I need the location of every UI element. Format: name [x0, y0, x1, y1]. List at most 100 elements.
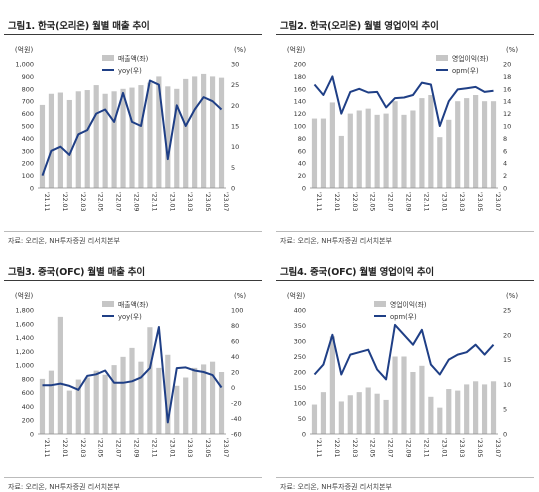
bar: [138, 85, 144, 188]
legend-line-label: yoy(우): [118, 67, 142, 75]
bar: [39, 378, 46, 434]
x-tick-label: '23.03: [458, 438, 465, 457]
bar: [192, 367, 198, 434]
bar: [111, 365, 117, 434]
bar: [374, 393, 380, 434]
right-tick-label: 60: [231, 338, 239, 346]
bar: [84, 377, 90, 434]
bar: [39, 104, 46, 188]
right-tick-label: 18: [503, 73, 511, 81]
x-tick-label: '22.07: [387, 438, 394, 457]
bar: [320, 118, 327, 188]
bar: [156, 367, 162, 434]
right-tick-label: 8: [503, 135, 507, 143]
x-tick-label: '23.01: [440, 192, 447, 211]
bar: [147, 327, 153, 434]
left-tick-label: 150: [294, 384, 306, 392]
right-tick-label: 10: [231, 143, 239, 151]
bar: [120, 88, 126, 188]
bar: [129, 87, 135, 188]
source-rule: [276, 231, 534, 232]
title-rule: [276, 280, 534, 281]
right-axis-unit: (%): [234, 292, 246, 300]
bar: [490, 101, 497, 188]
bar: [48, 93, 55, 188]
bar: [165, 354, 171, 434]
panel-korea-sales: 그림1. 한국(오리온) 월별 매출 추이 (억원) (%) 0 100 200 300 4…: [4, 18, 266, 246]
right-tick-label: 14: [503, 98, 511, 106]
chart-title: 그림4. 중국(OFC) 월별 영업이익 추이: [280, 267, 434, 278]
bar: [365, 108, 371, 188]
bar: [129, 347, 135, 434]
chart-svg: (억원) (%) 0 20 40 60 80 100 120 140 160 180 200 0 2 4 6 8 1…: [287, 45, 518, 211]
bar: [147, 82, 153, 188]
left-tick-label: 900: [22, 73, 34, 81]
bar: [455, 101, 461, 188]
x-tick-label: '22.09: [133, 438, 140, 457]
x-tick-label: '22.11: [150, 438, 157, 457]
bar: [473, 95, 479, 188]
right-tick-label: 10: [503, 381, 511, 389]
right-tick-label: 15: [231, 123, 239, 131]
left-tick-label: 600: [22, 110, 34, 118]
left-tick-label: 50: [298, 415, 306, 423]
left-tick-label: 1,200: [15, 348, 34, 356]
right-tick-label: 30: [231, 61, 239, 69]
title-rule: [276, 34, 534, 35]
left-tick-label: 400: [22, 403, 34, 411]
bar: [93, 370, 99, 434]
legend-bar-swatch: [374, 301, 386, 307]
right-tick-label: 20: [231, 369, 239, 377]
bar: [192, 76, 198, 188]
bar: [209, 76, 216, 188]
left-tick-label: 20: [298, 172, 306, 180]
bar: [93, 85, 99, 188]
source-rule: [4, 477, 262, 478]
source-rule: [4, 231, 262, 232]
bar: [102, 374, 108, 434]
x-tick-label: '22.05: [97, 192, 104, 211]
bar: [165, 86, 171, 188]
bar: [201, 73, 207, 188]
bar: [392, 356, 398, 434]
x-tick-label: '23.01: [168, 192, 175, 211]
bar: [84, 90, 90, 188]
legend-bar-swatch: [102, 55, 114, 61]
right-tick-label: 0: [231, 384, 235, 392]
bar: [320, 392, 327, 434]
chart-source: 자료: 오리온, NH투자증권 리서치본부: [8, 237, 120, 245]
x-tick-label: '22.03: [79, 192, 86, 211]
legend-bar-label: 매출액(좌): [118, 300, 149, 309]
chart-svg: (억원) (%) 0 50 100 150 200 250 300 350 400 0 5 10 15 20 2…: [287, 291, 518, 457]
bar: [338, 135, 344, 188]
right-tick-label: -60: [231, 431, 242, 439]
series-line: [313, 323, 495, 381]
x-tick-label: '22.11: [422, 438, 429, 457]
bar: [218, 372, 225, 434]
left-tick-label: 60: [298, 147, 306, 155]
bar: [356, 110, 362, 188]
bar: [174, 88, 180, 188]
x-tick-label: '22.05: [369, 192, 376, 211]
bar: [428, 95, 434, 188]
bar: [356, 392, 362, 434]
chart-title: 그림3. 중국(OFC) 월별 매출 추이: [8, 267, 145, 278]
left-axis-unit: (억원): [287, 291, 306, 300]
left-tick-label: 350: [294, 322, 306, 330]
bar: [347, 113, 353, 188]
series-line: [313, 75, 494, 127]
right-tick-label: 16: [503, 85, 511, 93]
x-tick-label: '23.03: [186, 192, 193, 211]
bar: [419, 365, 425, 434]
bar: [437, 407, 443, 434]
bar: [455, 390, 461, 434]
left-tick-label: 1,000: [15, 61, 34, 69]
x-tick-label: '22.01: [333, 438, 340, 457]
title-rule: [4, 34, 262, 35]
bar: [374, 114, 380, 188]
x-tick-label: '22.07: [387, 192, 394, 211]
legend-bar-label: 영업이익(좌): [452, 54, 489, 63]
left-tick-label: 600: [22, 389, 34, 397]
bar: [120, 356, 126, 434]
right-tick-label: 100: [231, 307, 243, 315]
